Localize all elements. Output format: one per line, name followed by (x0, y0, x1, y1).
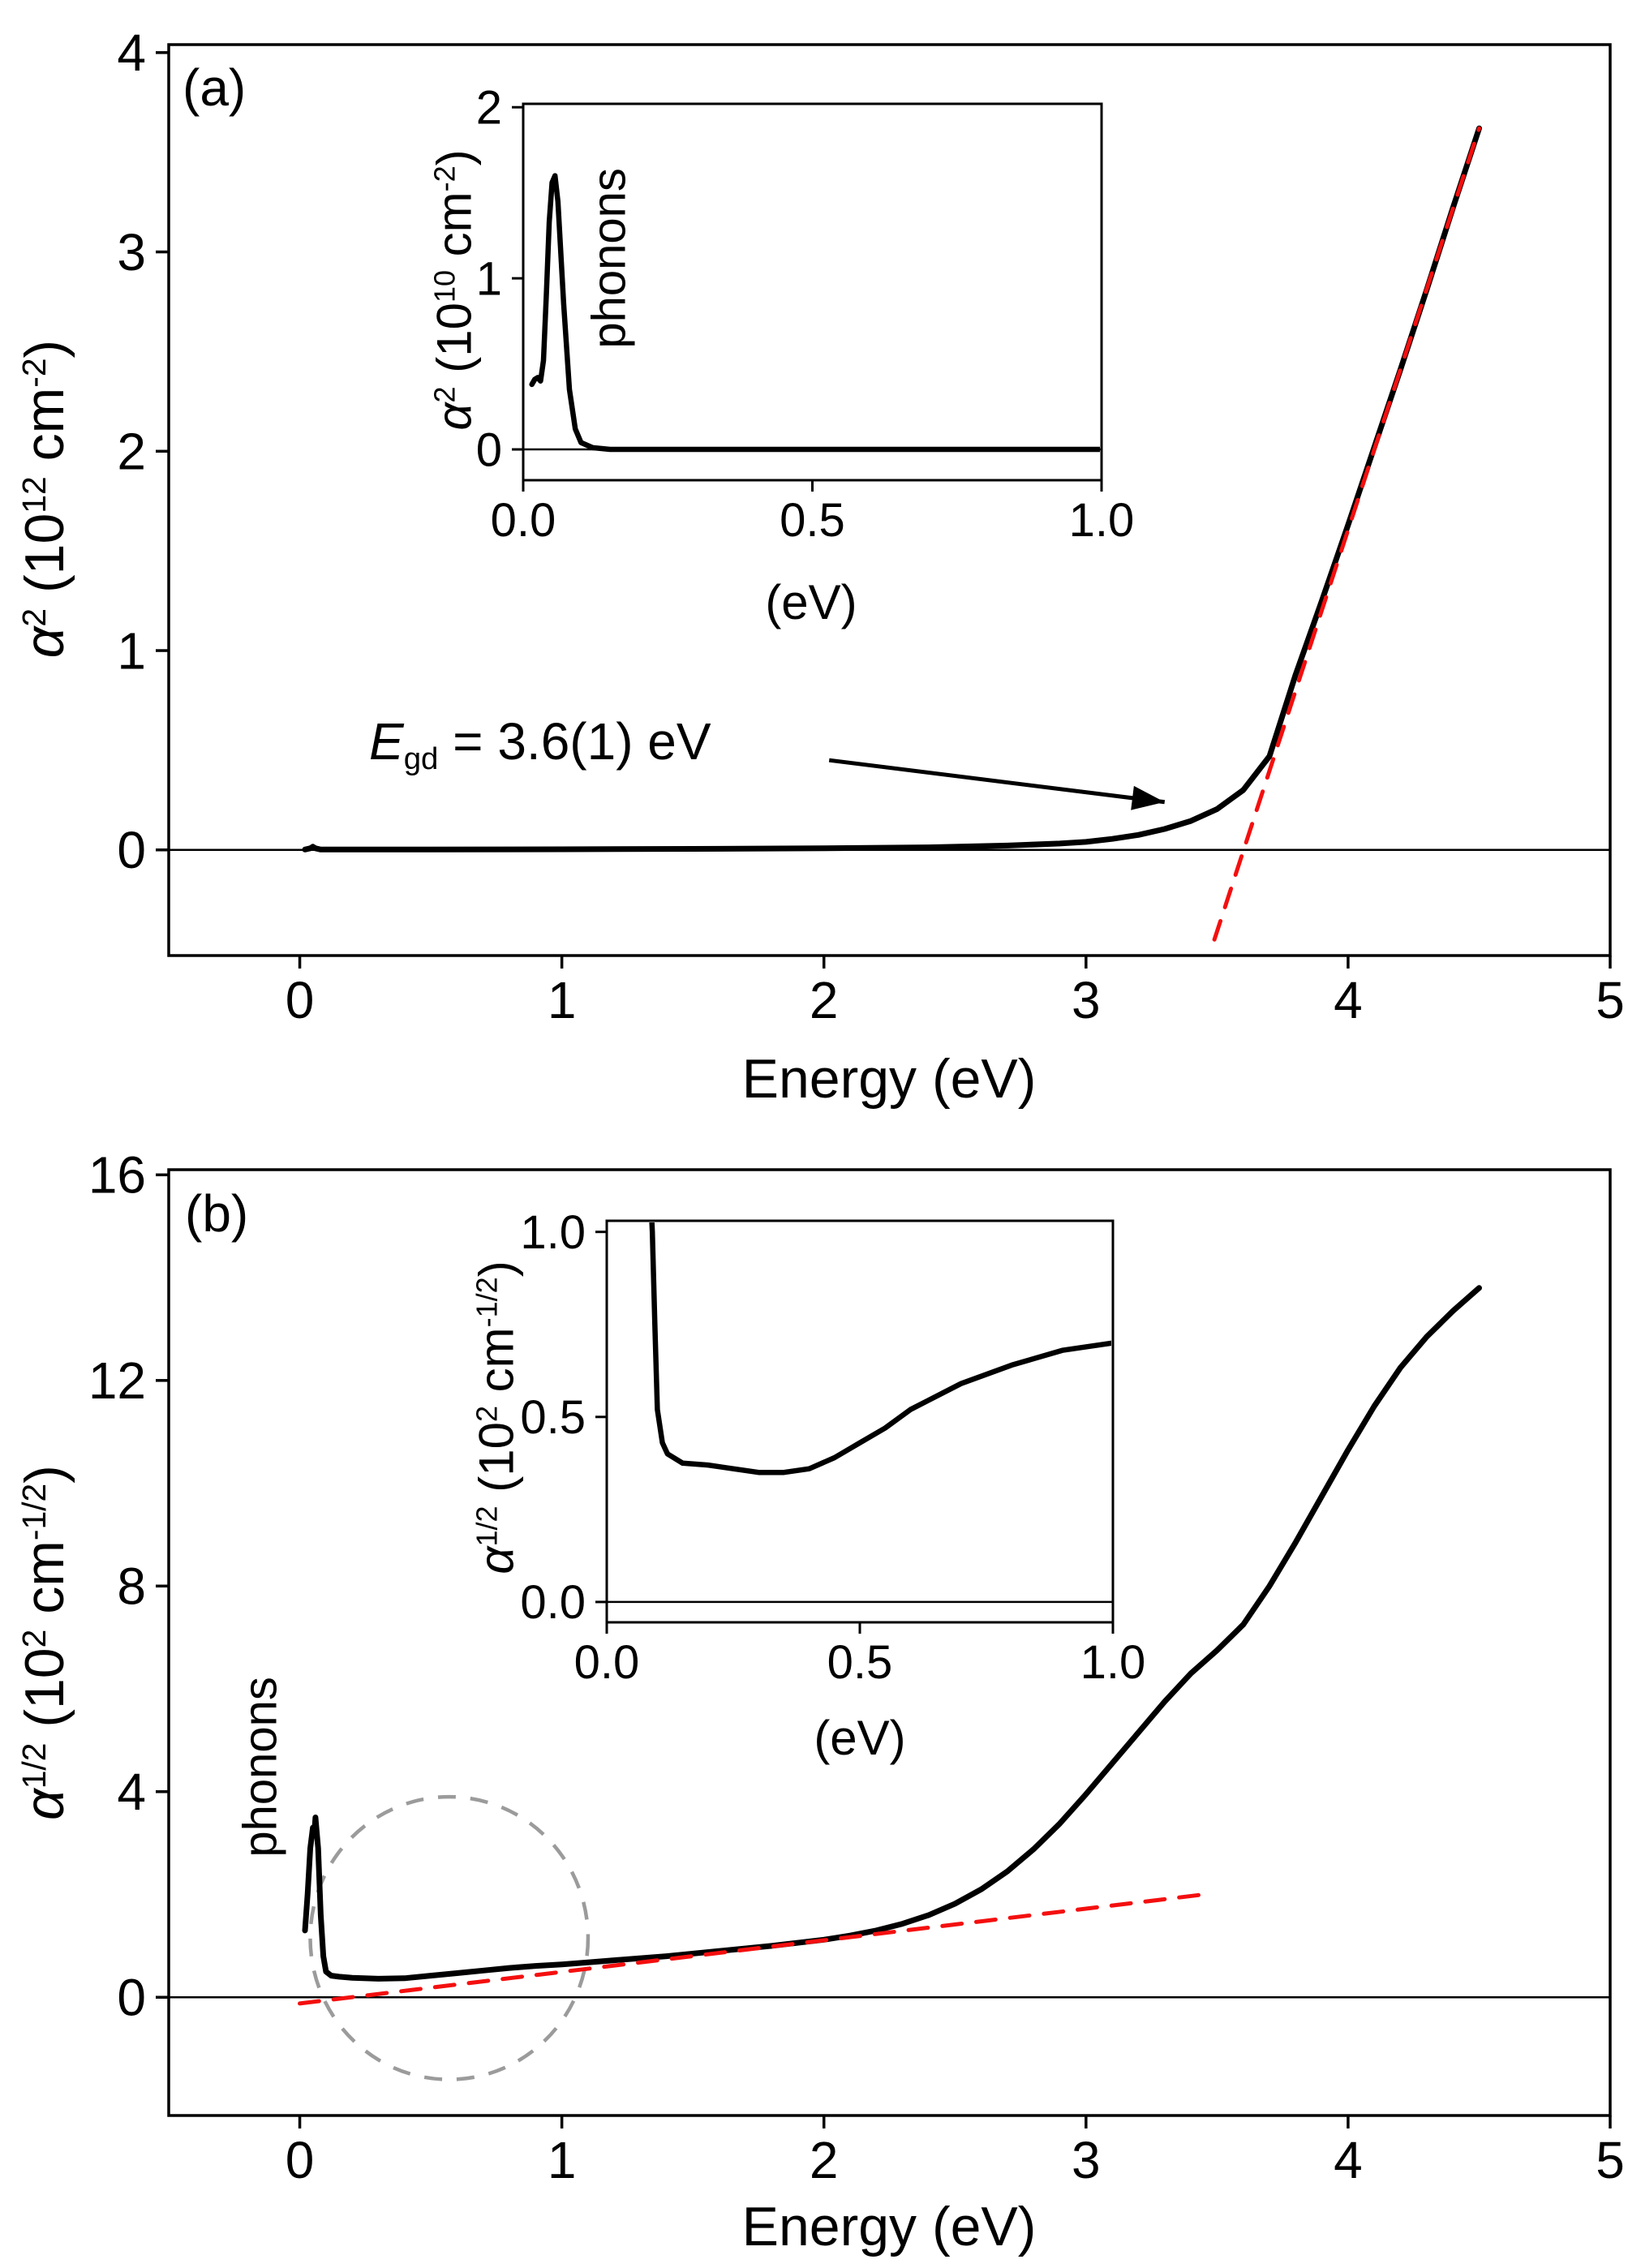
x-tick-label: 2 (810, 2131, 839, 2189)
x-tick-label: 0 (286, 971, 315, 1029)
inset-a-phonons-label: phonons (582, 168, 636, 349)
x-tick-label: 1 (548, 2131, 577, 2189)
y-tick-label: 8 (117, 1557, 146, 1616)
tauc-linear-fit (1212, 126, 1481, 942)
annotation-arrow-head (1131, 785, 1165, 810)
x-tick-label: 0.0 (491, 494, 556, 547)
panel-a-y-axis-label: α2 (1012 cm-2) (13, 339, 75, 659)
y-tick-label: 3 (117, 223, 146, 281)
alpha-sqrt-curve (302, 1285, 1482, 1982)
x-tick-label: 2 (810, 971, 839, 1029)
panel-b-x-axis-label: Energy (eV) (741, 2196, 1037, 2257)
panel_a-frame (167, 43, 1612, 957)
urbach-linear-fit (298, 1892, 1206, 2006)
annotation-arrow-line (828, 758, 1166, 805)
y-tick-label: 16 (88, 1146, 146, 1205)
panel-b-label: (b) (185, 1184, 249, 1243)
panel-b-y-axis-label: α1/2 (102 cm-1/2) (13, 1465, 75, 1821)
y-tick-label: 4 (117, 24, 146, 82)
y-tick-label: 0.5 (520, 1391, 586, 1444)
x-tick-label: 4 (1334, 971, 1363, 1029)
panel-a-label: (a) (183, 58, 247, 117)
inset-a-y-axis-label: α2 (1010 cm-2) (427, 149, 482, 431)
band-gap-annotation: Egd = 3.6(1) eV (369, 712, 711, 776)
phonon-peak-curve (529, 173, 1100, 453)
highlight-circle (308, 1794, 591, 2081)
panel_a-plot: 0 1 2 3 4 5 0 1 2 3 4 (117, 24, 1624, 1029)
x-tick-label: 0.5 (780, 494, 845, 547)
panel_b-frame (167, 1168, 1612, 2117)
y-tick-label: 0 (476, 423, 502, 476)
y-tick-label: 1.0 (520, 1206, 586, 1259)
y-tick-label: 0 (117, 1969, 146, 2027)
x-tick-label: 4 (1334, 2131, 1363, 2189)
panel_b_inset-plot: 0.0 0.5 1.0 0.0 0.5 1.0 (520, 1206, 1146, 1689)
x-tick-label: 5 (1596, 971, 1625, 1029)
inset-b-y-axis-label: α1/2 (102 cm-1/2) (469, 1261, 524, 1574)
x-tick-label: 0.0 (574, 1636, 640, 1689)
x-tick-label: 1 (548, 971, 577, 1029)
panel_a_inset-plot: 0.0 0.5 1.0 0 1 2 (476, 82, 1135, 548)
x-tick-label: 0 (286, 2131, 315, 2189)
inset-b-x-axis-label: (eV) (814, 1711, 906, 1765)
x-tick-label: 0.5 (827, 1636, 893, 1689)
panel-a-x-axis-label: Energy (eV) (741, 1048, 1037, 1110)
x-tick-label: 3 (1072, 2131, 1101, 2189)
y-tick-label: 4 (117, 1763, 146, 1821)
alpha-sqrt-lowE-curve (649, 1222, 1111, 1475)
inset-a-x-axis-label: (eV) (765, 575, 857, 629)
y-tick-label: 2 (117, 423, 146, 481)
x-tick-label: 3 (1072, 971, 1101, 1029)
x-tick-label: 5 (1596, 2131, 1625, 2189)
y-tick-label: 2 (476, 82, 502, 135)
y-tick-label: 0.0 (520, 1576, 586, 1629)
panel-b-phonons-label: phonons (234, 1677, 287, 1858)
x-tick-label: 1.0 (1069, 494, 1135, 547)
panel_b_inset-frame (605, 1219, 1115, 1624)
y-tick-label: 1 (476, 252, 502, 305)
x-tick-label: 1.0 (1080, 1636, 1146, 1689)
y-tick-label: 0 (117, 821, 146, 879)
y-tick-label: 1 (117, 621, 146, 680)
y-tick-label: 12 (88, 1351, 146, 1410)
